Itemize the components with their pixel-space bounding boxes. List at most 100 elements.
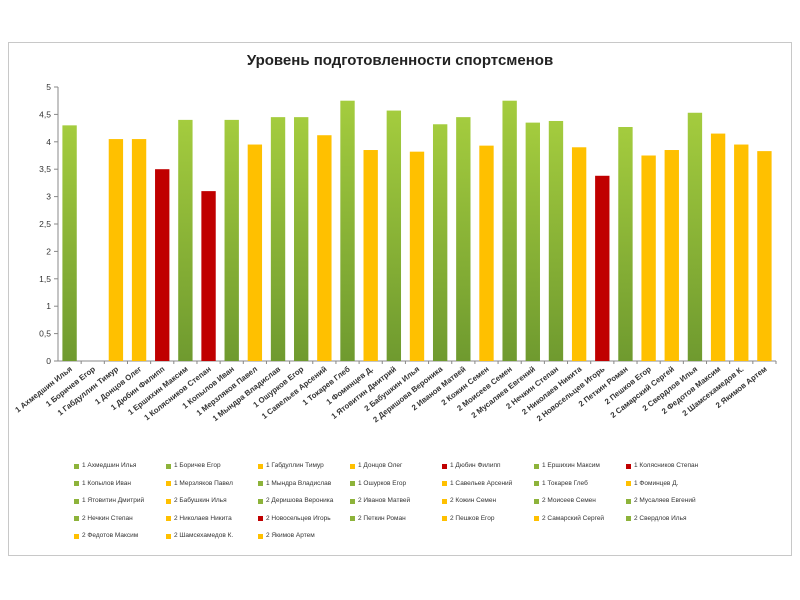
legend-item: 2 Пешков Егор (442, 515, 495, 524)
legend-label: 2 Нечкин Степан (82, 514, 133, 522)
legend-item: 2 Иванов Матвей (350, 497, 410, 506)
bar (131, 139, 147, 361)
bar (178, 119, 193, 361)
legend-label: 1 Донцов Олег (358, 462, 403, 469)
bar (62, 125, 77, 361)
legend-label: 2 Кожин Семен (450, 497, 497, 504)
bar (641, 155, 656, 361)
bar (317, 135, 332, 361)
legend-label: 2 Николаев Никита (174, 514, 232, 522)
legend-swatch (350, 463, 355, 469)
legend-item: 2 Нечкин Степан (74, 515, 133, 524)
y-tick-label: 5 (46, 82, 51, 92)
legend-swatch (258, 516, 263, 521)
legend-label: 2 Свердлов Илья (634, 514, 687, 522)
bar (664, 150, 679, 361)
y-tick-label: 0,5 (39, 329, 51, 339)
legend-label: 1 Копылов Иван (82, 479, 132, 487)
legend-label: 1 Мерзляков Павел (174, 479, 233, 487)
legend-label: 2 Деришова Вероника (266, 497, 334, 504)
legend-label: 1 Токарев Глеб (542, 479, 588, 487)
bar (270, 117, 286, 361)
legend-item: 2 Шамсехамедов К. (166, 532, 233, 541)
legend-item: 2 Федотов Максим (74, 532, 138, 541)
legend-item: 1 Боричев Егор (166, 462, 221, 471)
legend-swatch (166, 516, 171, 521)
legend-item: 2 Новосельцев Игорь (258, 515, 331, 524)
bar (456, 117, 471, 361)
legend-swatch (442, 498, 447, 504)
legend-label: 1 Колясников Степан (634, 462, 699, 469)
bar (571, 147, 587, 361)
legend-label: 2 Петкин Роман (358, 514, 406, 522)
bar (710, 133, 726, 361)
y-tick-label: 3,5 (39, 164, 51, 174)
legend-item: 1 Копылов Иван (74, 480, 131, 489)
legend-item: 2 Моисеев Семен (534, 497, 596, 506)
legend-label: 2 Новосельцев Игорь (266, 514, 331, 522)
legend-label: 2 Самарский Сергей (542, 514, 605, 522)
legend-item: 1 Ятовитин Дмитрий (74, 497, 144, 506)
legend-swatch (534, 463, 539, 469)
legend-label: 1 Фоминцев Д. (634, 479, 679, 487)
legend-item: 1 Ершихин Максим (534, 462, 600, 471)
bar (502, 100, 517, 361)
legend-swatch (258, 481, 263, 486)
legend-item: 2 Мусаляев Евгений (626, 497, 696, 506)
legend-item: 2 Кожин Семен (442, 497, 496, 506)
legend-label: 1 Габдуллин Тимур (266, 462, 324, 469)
legend-item: 1 Мындра Владислав (258, 480, 331, 489)
legend-swatch (166, 498, 171, 504)
bar (386, 110, 402, 362)
legend-item: 1 Колясников Степан (626, 462, 698, 471)
bar (108, 139, 124, 361)
legend-swatch (74, 463, 79, 469)
y-tick-label: 4 (46, 137, 51, 147)
legend-item: 1 Мерзляков Павел (166, 480, 233, 489)
legend-item: 1 Савельев Арсений (442, 480, 512, 489)
legend-item: 1 Фоминцев Д. (626, 480, 678, 489)
bar (757, 151, 772, 361)
legend-label: 1 Ошурков Егор (358, 479, 407, 487)
legend-swatch (534, 498, 539, 504)
legend-swatch (442, 463, 447, 469)
legend-item: 2 Петкин Роман (350, 515, 406, 524)
bar (734, 144, 749, 361)
legend-label: 2 Пешков Егор (450, 514, 495, 522)
legend-label: 2 Федотов Максим (82, 532, 139, 539)
legend-swatch (74, 481, 79, 486)
legend-item: 1 Донцов Олег (350, 462, 402, 471)
y-tick-label: 3 (46, 192, 51, 202)
legend-swatch (626, 463, 631, 469)
legend-swatch (350, 516, 355, 521)
legend-swatch (166, 481, 171, 486)
y-tick-label: 4,5 (39, 109, 51, 119)
legend-label: 2 Бабушкин Илья (174, 497, 227, 504)
legend-swatch (258, 533, 263, 539)
legend-swatch (258, 498, 263, 504)
legend-swatch (166, 463, 171, 469)
y-tick-label: 2 (46, 246, 51, 256)
bar (247, 144, 263, 361)
legend-swatch (534, 481, 539, 486)
legend-label: 2 Якимов Артем (266, 532, 315, 539)
legend-label: 1 Ятовитин Дмитрий (82, 497, 145, 504)
chart-title: Уровень подготовленности спортсменов (246, 52, 554, 69)
y-tick-label: 0 (46, 356, 51, 366)
bar (201, 191, 216, 361)
legend-label: 2 Мусаляев Евгений (634, 497, 696, 504)
legend-swatch (626, 516, 631, 521)
legend-swatch (166, 533, 171, 539)
legend-label: 2 Шамсехамедов К. (174, 532, 234, 539)
bar (479, 145, 494, 361)
legend-label: 1 Мындра Владислав (266, 479, 332, 487)
legend-swatch (442, 481, 447, 486)
bar (409, 151, 425, 361)
legend-swatch (442, 516, 447, 521)
legend-swatch (74, 498, 79, 504)
legend-item: 1 Дюбин Филипп (442, 462, 500, 471)
y-tick-label: 1,5 (39, 274, 51, 284)
legend-item: 2 Свердлов Илья (626, 515, 686, 524)
legend-label: 1 Савельев Арсений (450, 479, 513, 487)
